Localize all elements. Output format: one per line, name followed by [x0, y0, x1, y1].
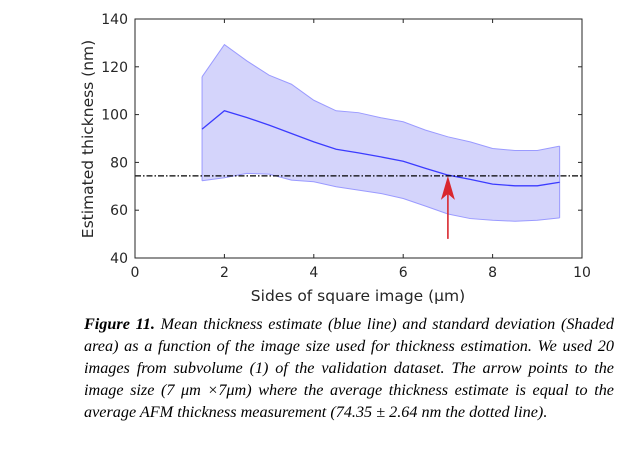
mean-line [201, 110, 560, 187]
lower-bound-line [201, 172, 560, 222]
x-tick-label: 2 [220, 265, 229, 281]
y-tick-label: 100 [101, 108, 128, 124]
x-tick-label: 8 [488, 265, 497, 281]
arrow-head-icon [440, 175, 455, 200]
y-tick-label: 80 [110, 155, 128, 171]
x-tick-label: 0 [131, 265, 140, 281]
y-tick-label: 60 [110, 203, 128, 219]
caption-label: Figure 11. [84, 315, 155, 333]
y-tick-label: 120 [101, 60, 128, 76]
x-tick-label: 4 [309, 265, 318, 281]
y-axis-label: Estimated thickness (nm) [79, 40, 97, 238]
y-tick-label: 40 [110, 251, 128, 267]
x-tick-label: 6 [399, 265, 408, 281]
std-shaded-area [202, 44, 560, 222]
axes-box [134, 18, 583, 259]
upper-bound-line [201, 43, 560, 151]
figure-caption: Figure 11. Mean thickness estimate (blue… [84, 313, 614, 423]
y-tick-label: 140 [101, 12, 128, 28]
x-tick-label: 10 [573, 265, 591, 281]
caption-text: Mean thickness estimate (blue line) and … [84, 315, 614, 421]
x-axis-label: Sides of square image (μm) [251, 287, 465, 305]
chart: 0 2 4 6 8 10 40 60 80 100 120 140 Sides of square i… [79, 12, 591, 305]
